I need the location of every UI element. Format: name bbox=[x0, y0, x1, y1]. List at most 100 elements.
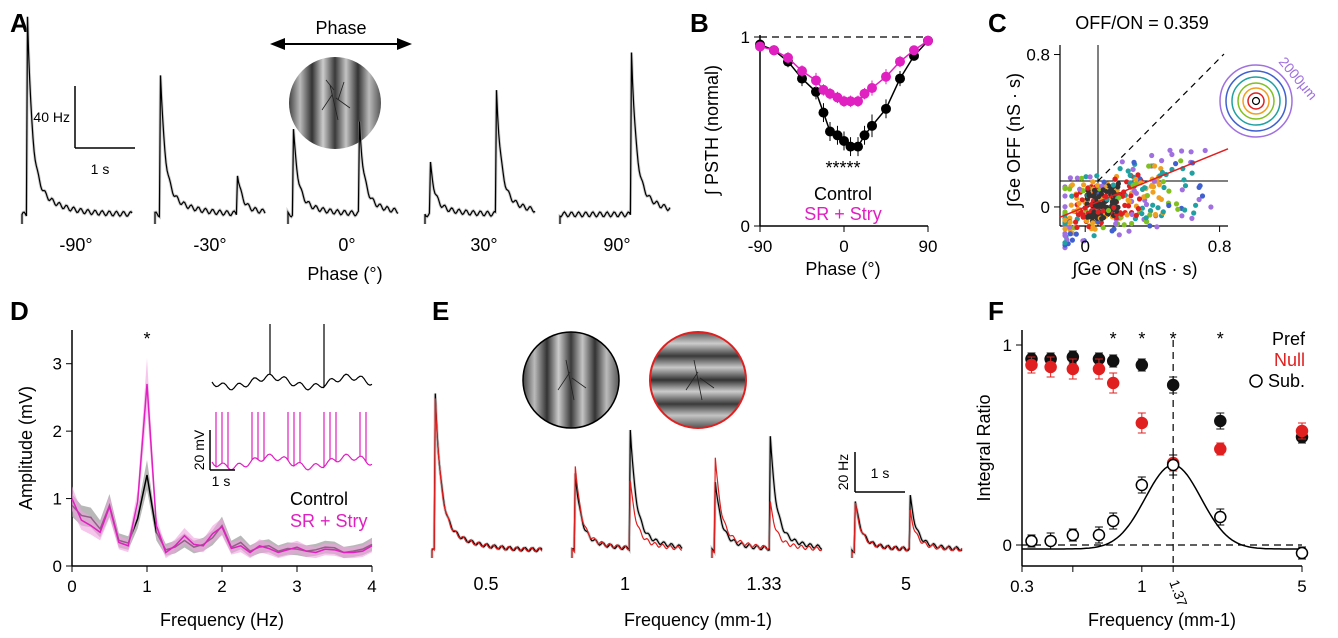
scatter-point bbox=[1130, 166, 1136, 172]
data-point bbox=[832, 130, 843, 141]
scatter-point bbox=[1062, 217, 1068, 223]
scatter-point bbox=[1139, 211, 1145, 217]
scatter-point bbox=[1154, 224, 1160, 230]
scatter-point bbox=[1137, 176, 1143, 182]
scatter-point bbox=[1086, 224, 1092, 230]
panel-c-scatter bbox=[1062, 147, 1214, 251]
scatter-point bbox=[1191, 210, 1197, 216]
panel-letter-d: D bbox=[10, 296, 29, 326]
scatter-point bbox=[1080, 238, 1086, 244]
scatter-point bbox=[1175, 206, 1181, 212]
scatter-point bbox=[1173, 161, 1179, 167]
neuron-icon bbox=[557, 359, 587, 401]
psth-trace bbox=[154, 75, 266, 224]
scatter-point bbox=[1125, 203, 1132, 209]
scatter-point bbox=[1073, 219, 1079, 225]
scatter-point bbox=[1166, 188, 1172, 194]
data-point bbox=[1135, 416, 1149, 430]
data-point bbox=[845, 96, 856, 107]
data-point bbox=[1214, 414, 1227, 428]
significance-star: * bbox=[1217, 329, 1224, 349]
panel-b-y-axis-label: ∫ PSTH (normal) bbox=[702, 65, 722, 197]
scatter-point bbox=[1091, 233, 1097, 239]
panel-f-ticks: 0.3 1 1.37 5 0 1 bbox=[1003, 336, 1307, 609]
x-tick-label: 4 bbox=[367, 577, 376, 596]
null-psth-trace bbox=[571, 466, 683, 558]
x-tick-label: 5 bbox=[1297, 577, 1306, 596]
phase-label-1: -90° bbox=[59, 235, 92, 255]
panel-f-significance-stars: * * * * bbox=[1110, 329, 1224, 349]
scatter-point bbox=[1149, 182, 1155, 188]
psth-traces bbox=[20, 16, 672, 224]
scatter-point bbox=[1142, 185, 1148, 191]
scatter-point bbox=[1125, 197, 1131, 203]
data-point bbox=[859, 88, 870, 99]
sem-band bbox=[72, 358, 372, 559]
scatter-point bbox=[1068, 202, 1074, 208]
x-tick-label: 3 bbox=[292, 577, 301, 596]
scatter-point bbox=[1128, 193, 1134, 199]
data-point bbox=[1044, 360, 1057, 374]
scatter-point bbox=[1099, 216, 1105, 222]
scatter-point bbox=[1124, 212, 1130, 218]
significance-star: * bbox=[1110, 329, 1117, 349]
e-scale-x-label: 1 s bbox=[871, 465, 890, 481]
data-point bbox=[881, 71, 891, 82]
scatter-point bbox=[1129, 211, 1135, 218]
null-psth-trace bbox=[851, 502, 963, 558]
legend-pref: Pref bbox=[1272, 329, 1306, 349]
sem-band bbox=[72, 460, 372, 559]
phase-label-4: 30° bbox=[470, 235, 497, 255]
panel-d-voltage-inset bbox=[211, 324, 373, 471]
scatter-point bbox=[1062, 232, 1068, 239]
x-tick-label: 90 bbox=[919, 237, 938, 256]
data-point bbox=[1166, 458, 1180, 472]
scatter-point bbox=[1150, 202, 1156, 208]
scatter-point bbox=[1067, 175, 1073, 181]
y-tick-label: 0 bbox=[741, 217, 750, 236]
scatter-point bbox=[1125, 168, 1131, 174]
scatter-point bbox=[1189, 215, 1195, 221]
data-point bbox=[923, 35, 933, 46]
x-tick-label: 1.37 bbox=[1166, 578, 1190, 609]
psth-trace-sem bbox=[570, 429, 684, 558]
psth-trace bbox=[287, 121, 399, 224]
scatter-point bbox=[1090, 179, 1096, 185]
data-point bbox=[825, 88, 835, 99]
scatter-point bbox=[1182, 207, 1188, 213]
panel-e-x-axis-label: Frequency (mm-1) bbox=[624, 610, 772, 630]
psth-trace-sem bbox=[710, 436, 823, 558]
data-point bbox=[1295, 424, 1309, 438]
scatter-point bbox=[1199, 193, 1206, 199]
scatter-point bbox=[1155, 205, 1161, 211]
significance-star: * bbox=[1170, 329, 1177, 349]
scatter-point bbox=[1109, 228, 1115, 234]
e-freq-label-3: 1.33 bbox=[746, 574, 781, 594]
scatter-point bbox=[1152, 211, 1159, 218]
phase-label-5: 90° bbox=[603, 235, 630, 255]
data-point bbox=[811, 75, 821, 86]
panel-letter-b: B bbox=[690, 8, 709, 38]
scatter-point bbox=[1173, 201, 1180, 207]
scatter-point bbox=[1105, 207, 1112, 214]
data-point bbox=[811, 86, 821, 97]
panel-f: 0.3 1 1.37 5 0 1 * * * * Pref Null Sub. Frequenc… bbox=[974, 329, 1309, 630]
data-point bbox=[909, 45, 919, 56]
scatter-point bbox=[1147, 208, 1154, 214]
scatter-point bbox=[1116, 232, 1122, 238]
x-tick-label: 1 bbox=[142, 577, 151, 596]
data-point bbox=[825, 126, 835, 137]
scatter-point bbox=[1085, 185, 1091, 191]
legend-control: Control bbox=[814, 184, 872, 204]
data-point bbox=[895, 73, 905, 84]
data-point bbox=[1066, 362, 1080, 376]
scatter-point bbox=[1062, 185, 1068, 191]
scatter-point bbox=[1169, 151, 1175, 158]
panel-c-y-axis-label: ∫Ge OFF (nS · s) bbox=[1004, 73, 1024, 209]
scatter-point bbox=[1079, 175, 1085, 181]
neuron-icon bbox=[685, 359, 715, 401]
scatter-point bbox=[1087, 174, 1093, 180]
